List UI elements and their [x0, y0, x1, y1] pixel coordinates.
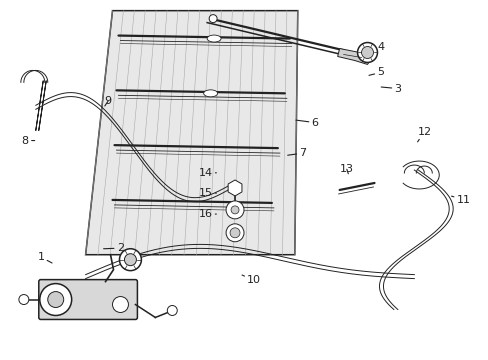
- Text: 9: 9: [104, 96, 111, 106]
- Circle shape: [119, 249, 141, 271]
- Polygon shape: [228, 180, 242, 196]
- Circle shape: [40, 284, 72, 315]
- Circle shape: [167, 306, 177, 315]
- Circle shape: [357, 42, 377, 62]
- Text: 11: 11: [450, 195, 470, 205]
- Text: 3: 3: [381, 84, 401, 94]
- Polygon shape: [337, 49, 371, 64]
- Text: 15: 15: [198, 188, 216, 198]
- Text: 8: 8: [21, 136, 35, 145]
- Ellipse shape: [203, 90, 217, 97]
- Circle shape: [225, 224, 244, 242]
- Circle shape: [48, 292, 63, 307]
- Circle shape: [229, 228, 240, 238]
- Text: 6: 6: [295, 118, 318, 128]
- Text: 14: 14: [198, 168, 216, 178]
- Circle shape: [361, 46, 373, 58]
- Text: 10: 10: [242, 275, 261, 285]
- Circle shape: [112, 297, 128, 312]
- Text: 4: 4: [366, 42, 384, 52]
- Circle shape: [19, 294, 29, 305]
- Circle shape: [124, 254, 136, 266]
- FancyBboxPatch shape: [39, 280, 137, 319]
- Text: 2: 2: [103, 243, 123, 253]
- Text: 1: 1: [37, 252, 52, 263]
- Polygon shape: [85, 11, 297, 255]
- Text: 13: 13: [339, 164, 353, 174]
- Text: 5: 5: [368, 67, 384, 77]
- Circle shape: [230, 206, 239, 214]
- Text: 7: 7: [287, 148, 306, 158]
- Circle shape: [225, 201, 244, 219]
- Ellipse shape: [207, 35, 221, 42]
- Text: 16: 16: [198, 209, 216, 219]
- Circle shape: [209, 15, 217, 23]
- Text: 12: 12: [417, 127, 431, 142]
